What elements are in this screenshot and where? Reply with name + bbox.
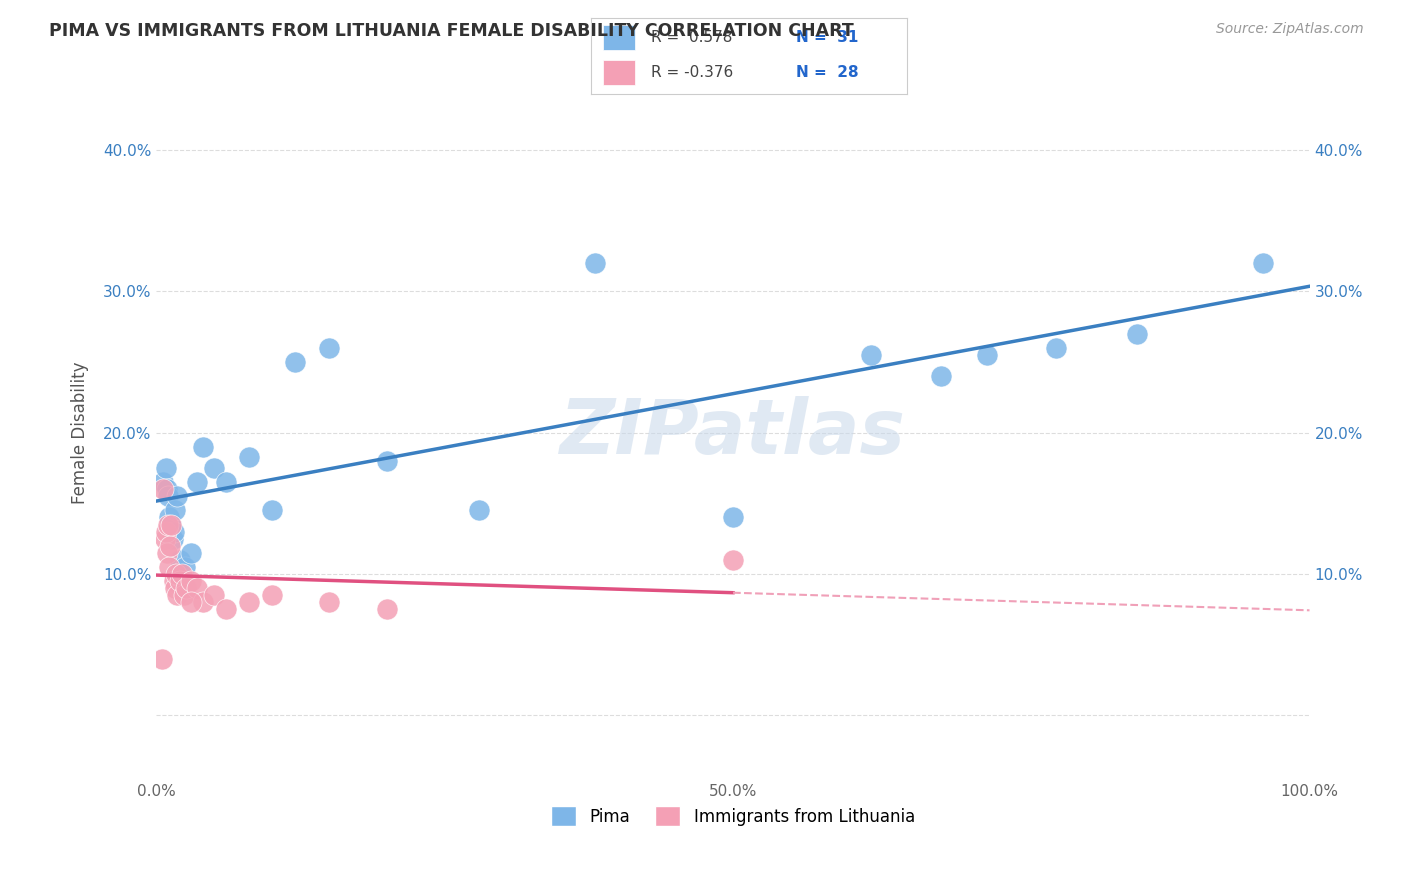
Point bbox=[150, 652, 173, 666]
Point bbox=[156, 482, 179, 496]
Point bbox=[375, 454, 398, 468]
Point bbox=[165, 566, 187, 581]
Legend: Pima, Immigrants from Lithuania: Pima, Immigrants from Lithuania bbox=[544, 799, 921, 833]
Text: ZIPatlas: ZIPatlas bbox=[560, 396, 905, 470]
Point bbox=[238, 450, 260, 464]
Point bbox=[157, 560, 180, 574]
Point bbox=[169, 553, 191, 567]
Point bbox=[152, 475, 174, 489]
Text: Source: ZipAtlas.com: Source: ZipAtlas.com bbox=[1216, 22, 1364, 37]
Point bbox=[180, 595, 202, 609]
Point bbox=[152, 482, 174, 496]
Point bbox=[318, 341, 340, 355]
Text: N =  28: N = 28 bbox=[796, 65, 859, 80]
Point bbox=[180, 574, 202, 588]
Text: PIMA VS IMMIGRANTS FROM LITHUANIA FEMALE DISABILITY CORRELATION CHART: PIMA VS IMMIGRANTS FROM LITHUANIA FEMALE… bbox=[49, 22, 853, 40]
Point bbox=[153, 532, 176, 546]
Point bbox=[160, 517, 183, 532]
Point bbox=[156, 546, 179, 560]
Point bbox=[721, 510, 744, 524]
Point bbox=[929, 369, 952, 384]
Point bbox=[468, 503, 491, 517]
Point bbox=[176, 581, 198, 595]
Text: N =  31: N = 31 bbox=[796, 30, 859, 45]
Point bbox=[162, 532, 184, 546]
Point bbox=[202, 461, 225, 475]
Point bbox=[174, 560, 197, 574]
Point bbox=[163, 524, 186, 539]
Point bbox=[318, 595, 340, 609]
Point bbox=[215, 475, 238, 489]
Point bbox=[186, 581, 208, 595]
Point bbox=[159, 539, 181, 553]
Point bbox=[1253, 256, 1275, 270]
Point bbox=[215, 602, 238, 616]
Point bbox=[157, 510, 180, 524]
Point bbox=[169, 574, 191, 588]
Point bbox=[163, 574, 186, 588]
Bar bbox=[603, 61, 636, 85]
Point bbox=[163, 503, 186, 517]
Point bbox=[284, 355, 307, 369]
Point bbox=[160, 517, 183, 532]
Point bbox=[170, 566, 193, 581]
Point bbox=[238, 595, 260, 609]
Point bbox=[191, 595, 214, 609]
Point bbox=[155, 461, 177, 475]
Point bbox=[1125, 326, 1147, 341]
Y-axis label: Female Disability: Female Disability bbox=[72, 361, 89, 504]
Point bbox=[375, 602, 398, 616]
Point bbox=[260, 588, 283, 602]
Text: R = -0.376: R = -0.376 bbox=[651, 65, 733, 80]
Point bbox=[186, 475, 208, 489]
Point bbox=[166, 489, 188, 503]
Point bbox=[155, 524, 177, 539]
Text: R =  0.578: R = 0.578 bbox=[651, 30, 733, 45]
Point bbox=[721, 553, 744, 567]
Point bbox=[173, 588, 195, 602]
Point bbox=[191, 440, 214, 454]
Point bbox=[157, 489, 180, 503]
Point bbox=[976, 348, 998, 362]
Point bbox=[202, 588, 225, 602]
Point bbox=[163, 581, 186, 595]
Point bbox=[860, 348, 883, 362]
Point bbox=[1045, 341, 1067, 355]
Point bbox=[583, 256, 606, 270]
Point bbox=[157, 517, 180, 532]
Point bbox=[166, 588, 188, 602]
Point bbox=[260, 503, 283, 517]
Bar bbox=[603, 26, 636, 50]
Point bbox=[180, 546, 202, 560]
